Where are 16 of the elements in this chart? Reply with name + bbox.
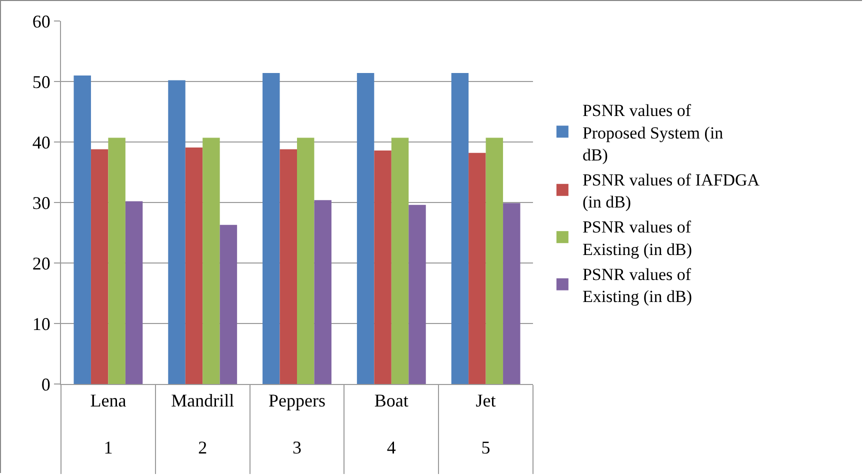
legend-label: PSNR values of IAFDGA (in dB) — [582, 170, 760, 212]
y-tick-label: 30 — [32, 192, 50, 213]
category-label: Mandrill 2 — [171, 390, 234, 458]
y-tick-label: 20 — [32, 253, 50, 274]
category-label: Lena 1 — [90, 390, 126, 458]
category-label: Jet 5 — [476, 390, 496, 458]
legend-label: PSNR values of Proposed System (in dB) — [582, 101, 724, 164]
y-tick-label: 40 — [32, 132, 50, 152]
y-tick-label: 10 — [32, 314, 50, 334]
legend-label: PSNR values of Existing (in dB) — [582, 264, 692, 306]
category-label: Boat 4 — [374, 390, 408, 458]
y-tick-label: 60 — [32, 11, 50, 32]
legend-label: PSNR values of Existing (in dB) — [582, 218, 692, 259]
category-label: Peppers 3 — [268, 390, 326, 458]
y-tick-label: 50 — [32, 72, 50, 92]
y-tick-label: 0 — [41, 374, 50, 394]
